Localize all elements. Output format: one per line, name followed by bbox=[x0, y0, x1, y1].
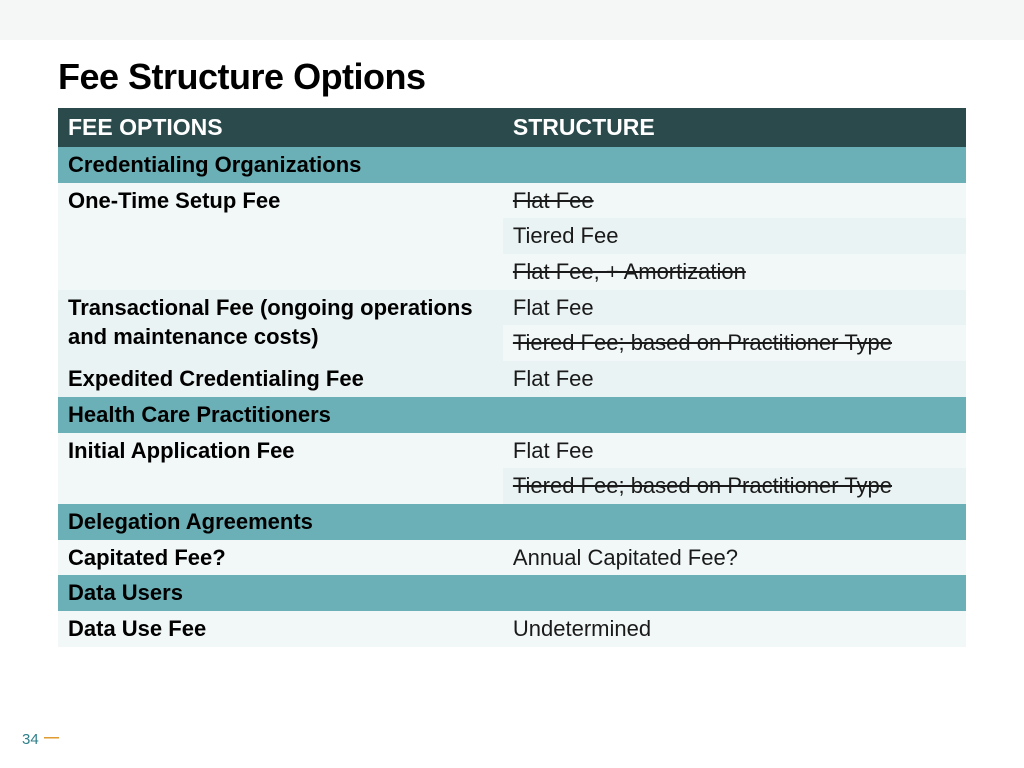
section-row: Data Users bbox=[58, 575, 966, 611]
section-row: Credentialing Organizations bbox=[58, 147, 966, 183]
row-label: Expedited Credentialing Fee bbox=[58, 361, 503, 397]
row-label: Initial Application Fee bbox=[58, 433, 503, 504]
table-row: Expedited Credentialing Fee Flat Fee bbox=[58, 361, 966, 397]
row-value: Flat Fee, + Amortization bbox=[503, 254, 966, 290]
row-value: Flat Fee bbox=[503, 433, 966, 469]
section-heading-empty bbox=[503, 575, 966, 611]
table-row: Capitated Fee? Annual Capitated Fee? bbox=[58, 540, 966, 576]
row-value: Tiered Fee; based on Practitioner Type bbox=[503, 325, 966, 361]
table-header-row: FEE OPTIONS STRUCTURE bbox=[58, 108, 966, 147]
section-row: Delegation Agreements bbox=[58, 504, 966, 540]
page-number: 34 bbox=[22, 731, 39, 748]
row-value: Tiered Fee bbox=[503, 218, 966, 254]
section-heading: Credentialing Organizations bbox=[58, 147, 966, 183]
row-label: Transactional Fee (ongoing operations an… bbox=[58, 290, 503, 361]
row-value: Undetermined bbox=[503, 611, 966, 647]
page-title: Fee Structure Options bbox=[58, 56, 966, 98]
row-label: Data Use Fee bbox=[58, 611, 503, 647]
row-value: Tiered Fee; based on Practitioner Type bbox=[503, 468, 966, 504]
footer-dash: — bbox=[44, 729, 59, 746]
table-row: One-Time Setup Fee Flat Fee bbox=[58, 183, 966, 219]
section-heading: Delegation Agreements bbox=[58, 504, 503, 540]
row-label: One-Time Setup Fee bbox=[58, 183, 503, 290]
table-row: Data Use Fee Undetermined bbox=[58, 611, 966, 647]
col-header-structure: STRUCTURE bbox=[503, 108, 966, 147]
section-heading: Data Users bbox=[58, 575, 503, 611]
content-area: Fee Structure Options FEE OPTIONS STRUCT… bbox=[0, 40, 1024, 647]
col-header-fee-options: FEE OPTIONS bbox=[58, 108, 503, 147]
section-row: Health Care Practitioners bbox=[58, 397, 966, 433]
table-row: Initial Application Fee Flat Fee bbox=[58, 433, 966, 469]
row-value: Flat Fee bbox=[503, 183, 966, 219]
slide-page: Fee Structure Options FEE OPTIONS STRUCT… bbox=[0, 0, 1024, 768]
row-value: Annual Capitated Fee? bbox=[503, 540, 966, 576]
fee-table: FEE OPTIONS STRUCTURE Credentialing Orga… bbox=[58, 108, 966, 647]
section-heading-empty bbox=[503, 504, 966, 540]
table-row: Transactional Fee (ongoing operations an… bbox=[58, 290, 966, 326]
row-value: Flat Fee bbox=[503, 290, 966, 326]
row-label: Capitated Fee? bbox=[58, 540, 503, 576]
top-bar bbox=[0, 0, 1024, 40]
section-heading: Health Care Practitioners bbox=[58, 397, 966, 433]
row-value: Flat Fee bbox=[503, 361, 966, 397]
